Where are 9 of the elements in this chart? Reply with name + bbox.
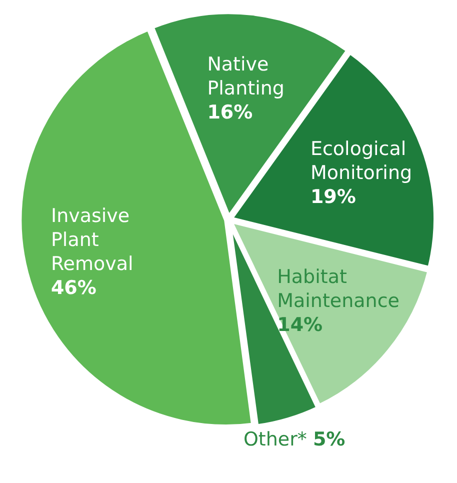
data-label: 5%	[312, 428, 346, 450]
data-label: 46%	[50, 276, 96, 299]
slice-label: Native Planting	[207, 53, 284, 100]
slice-label: Invasive Plant Removal	[50, 204, 134, 275]
slice-label: Ecological Monitoring	[310, 138, 412, 184]
slice-label: Other*	[243, 428, 307, 450]
slice-label: Habitat Maintenance	[277, 266, 400, 312]
data-label: 16%	[207, 101, 253, 124]
data-label: 19%	[310, 186, 356, 208]
